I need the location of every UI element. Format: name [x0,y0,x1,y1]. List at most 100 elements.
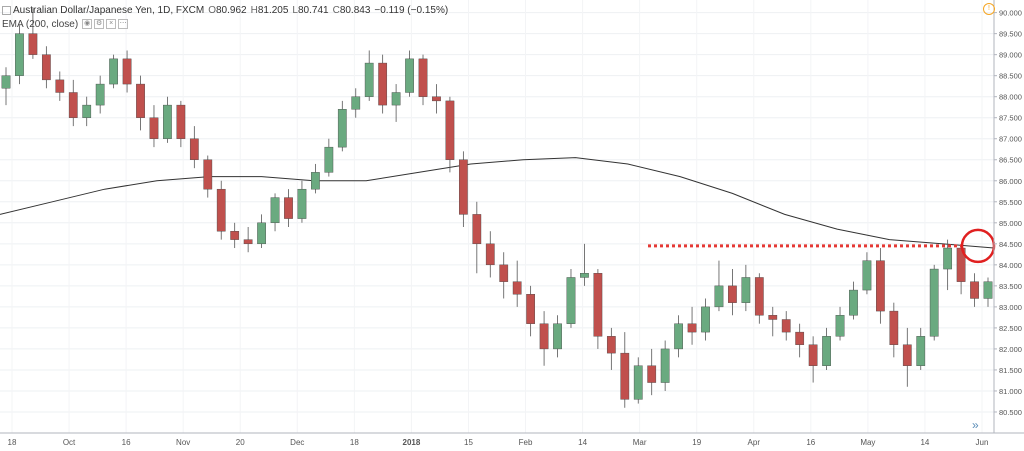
candle-body [862,260,872,291]
y-tick-label: 85.500 [999,198,1022,207]
chart-legend: Australian Dollar/Japanese Yen, 1D, FXCM… [2,3,448,31]
open-key: O [208,4,216,16]
high-value: 81.205 [257,4,289,16]
candle-body [163,104,172,139]
candle-body [257,222,266,245]
clock-icon[interactable]: ! [983,3,995,15]
x-tick-label: 18 [8,438,17,447]
indicator-buttons: ◉ ⚙ × ⋯ [82,19,130,29]
candle-body [95,83,105,106]
candle-body [270,197,280,224]
candle-body [553,323,562,350]
x-tick-label: 14 [578,438,587,447]
y-tick-label: 84.500 [999,240,1022,249]
candle-body [701,306,710,333]
time-axis[interactable]: 18 Oct 16 Nov 20 Dec 18 2018 15 Feb 14 Mar 19 Apr 16 Ma… [0,432,1024,447]
candle-body [606,336,616,354]
y-tick-label: 81.000 [999,387,1022,396]
candle-body [580,273,589,278]
candles-layer [1,8,993,408]
candle-body [391,92,401,106]
double-chevron-right-icon[interactable]: » [972,418,979,432]
eye-icon[interactable]: ◉ [82,19,93,29]
x-tick-label: 2018 [403,438,421,447]
x-tick-label: 14 [920,438,929,447]
candle-body [876,260,885,312]
candle-body [795,331,805,345]
candle-body [822,336,831,366]
candle-body [405,58,414,93]
candle-body [458,159,468,215]
candle-body [136,83,145,118]
x-tick-label: Feb [519,438,533,447]
candle-body [203,159,213,190]
candle-body [28,33,38,55]
x-tick-label: Nov [176,438,190,447]
symbol-row: Australian Dollar/Japanese Yen, 1D, FXCM… [2,3,448,17]
candle-body [297,188,307,219]
candle-body [620,352,630,400]
candle-body [472,214,482,245]
more-icon[interactable]: ⋯ [118,19,129,29]
candle-body [768,315,778,320]
high-key: H [250,4,258,16]
price-axis[interactable]: 80.500 81.000 81.500 82.000 82.500 83.000 83.5… [993,0,1022,433]
candle-body [970,281,979,299]
close-value: 80.843 [339,4,371,16]
candle-body [445,100,455,160]
collapse-icon[interactable] [2,5,11,15]
x-tick-label: Jun [976,438,989,447]
candle-body [485,243,495,266]
candle-body [364,62,374,97]
candle-body [15,33,24,76]
y-tick-label: 85.000 [999,219,1022,228]
y-tick-label: 88.000 [999,93,1022,102]
candle-body [983,281,993,299]
candle-body [149,117,159,139]
candle-body [754,277,764,316]
candle-body [741,277,751,303]
x-tick-label: 18 [350,438,359,447]
y-tick-label: 81.500 [999,366,1022,375]
candle-body [55,79,65,93]
candle-body [499,264,509,282]
candle-body [418,58,428,97]
indicator-row: EMA (200, close) ◉ ⚙ × ⋯ [2,17,448,31]
x-tick-label: 20 [236,438,245,447]
candle-body [176,104,186,139]
candle-body [943,247,953,270]
x-tick-label: Oct [63,438,76,447]
ema-layer [0,157,995,249]
candle-body [378,62,388,106]
x-tick-label: Apr [748,438,761,447]
candle-body [781,319,791,333]
candle-body [189,138,199,160]
x-tick-label: 16 [806,438,815,447]
candle-body [674,323,683,350]
candle-body [539,323,549,350]
candle-body [660,348,670,383]
candle-body [929,268,939,337]
y-tick-label: 89.000 [999,51,1022,60]
y-tick-label: 89.500 [999,30,1022,39]
y-tick-label: 84.000 [999,261,1022,270]
grid-lines [0,0,994,433]
y-tick-label: 80.500 [999,408,1022,417]
candle-body [902,344,912,366]
candle-body [835,315,845,337]
y-tick-label: 90.000 [999,9,1022,18]
close-key: C [332,4,340,16]
candle-body [687,323,697,333]
y-tick-label: 87.000 [999,135,1022,144]
candle-body [216,188,226,232]
candle-body [916,336,926,366]
candle-body [566,277,576,324]
y-tick-label: 88.500 [999,72,1022,81]
close-icon[interactable]: × [106,19,117,29]
candle-body [122,58,132,85]
y-tick-label: 83.500 [999,282,1022,291]
settings-icon[interactable]: ⚙ [94,19,105,29]
symbol-title: Australian Dollar/Japanese Yen, 1D, FXCM [13,4,205,16]
